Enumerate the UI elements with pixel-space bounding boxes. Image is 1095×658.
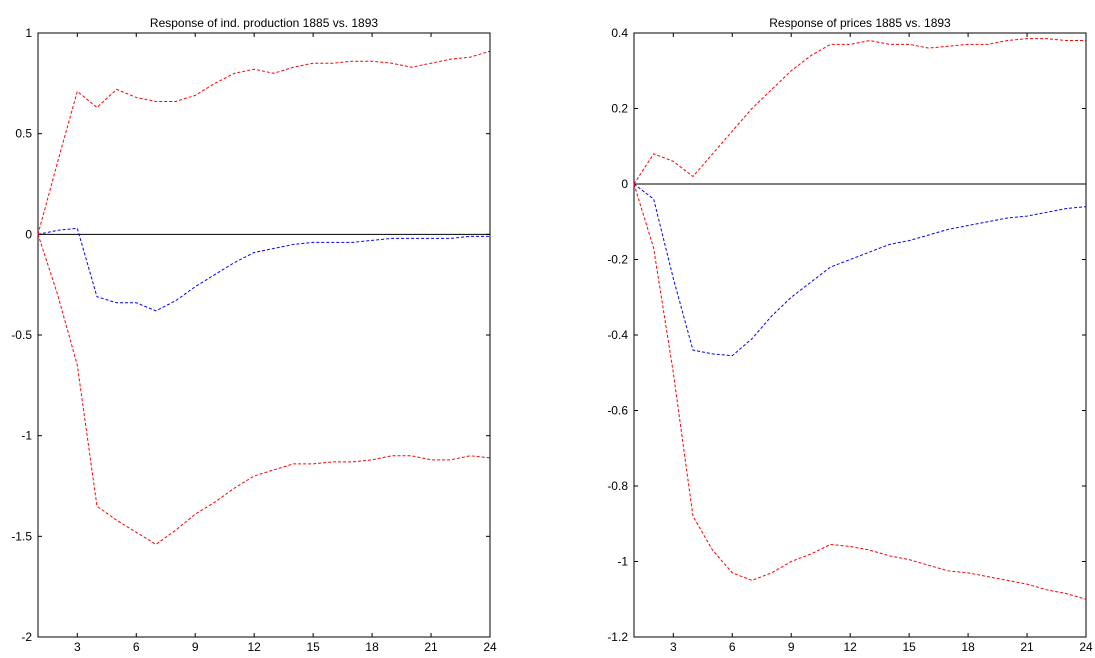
series-line-upper [37,50,491,235]
y-tick-label: -1.5 [11,529,32,543]
x-tick-label: 15 [306,640,320,654]
y-tick-label: -1.2 [607,630,628,644]
x-tick-label: 24 [1079,640,1093,654]
y-tick-label: 0.2 [611,102,628,116]
x-tick-label: 18 [365,640,379,654]
x-tick-label: 21 [424,640,438,654]
x-tick-label: 12 [247,640,261,654]
y-tick-label: -0.2 [607,253,628,267]
y-tick-label: -0.4 [607,328,628,342]
y-tick-label: -0.8 [607,479,628,493]
series-line-point [37,227,490,312]
y-tick-label: 0 [25,227,32,241]
y-tick-label: -2 [21,630,32,644]
x-tick-label: 3 [74,640,81,654]
x-tick-label: 9 [192,640,199,654]
x-tick-label: 6 [133,640,140,654]
x-tick-label: 6 [729,640,736,654]
y-tick-label: 0 [621,177,628,191]
y-tick-label: -0.5 [11,328,32,342]
chart-prices: Response of prices 1885 vs. 1893 -1.2 -1 -… [607,16,1093,654]
y-tick-label: -1 [21,429,32,443]
series-line-lower [633,183,1087,600]
x-tick-label: 21 [1020,640,1034,654]
x-tick-label: 9 [788,640,795,654]
y-tick-label: 0.5 [15,127,32,141]
series-line-upper [633,38,1086,185]
x-tick-label: 15 [902,640,916,654]
plot-frame [37,32,491,638]
x-tick-label: 18 [961,640,975,654]
series-line-point [633,183,1087,357]
chart-ind-production: Response of ind. production 1885 vs. 189… [11,16,497,654]
chart-title: Response of ind. production 1885 vs. 189… [150,16,378,30]
y-tick-label: 1 [25,26,32,40]
y-tick-label: -1 [617,555,628,569]
series-line-lower [37,234,491,545]
x-tick-label: 12 [843,640,857,654]
chart-title: Response of prices 1885 vs. 1893 [769,16,951,30]
x-tick-label: 24 [483,640,497,654]
plot-frame [633,32,1087,638]
x-tick-label: 3 [670,640,677,654]
y-tick-label: -0.6 [607,404,628,418]
y-tick-label: 0.4 [611,26,628,40]
